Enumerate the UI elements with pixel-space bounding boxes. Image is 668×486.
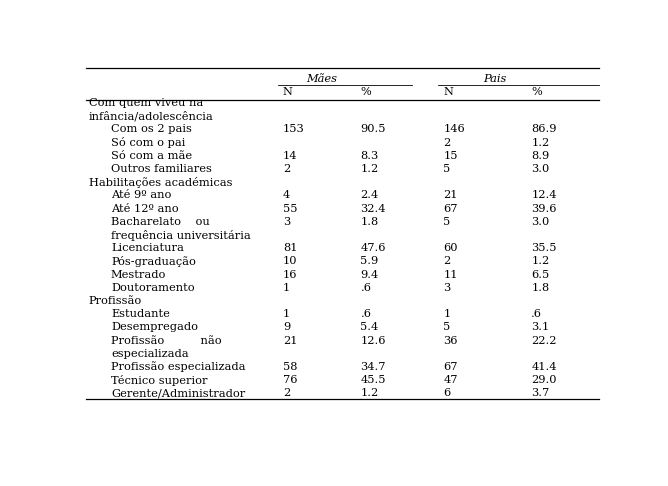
Text: 67: 67 (444, 362, 458, 372)
Text: 34.7: 34.7 (361, 362, 386, 372)
Text: 21: 21 (283, 336, 297, 346)
Text: 2: 2 (283, 164, 290, 174)
Text: Só com a mãe: Só com a mãe (111, 151, 192, 161)
Text: 60: 60 (444, 243, 458, 253)
Text: 8.3: 8.3 (361, 151, 379, 161)
Text: 2: 2 (444, 138, 450, 148)
Text: Mães: Mães (306, 74, 337, 84)
Text: 1.2: 1.2 (531, 138, 550, 148)
Text: 21: 21 (444, 191, 458, 200)
Text: 4: 4 (283, 191, 290, 200)
Text: Até 12º ano: Até 12º ano (111, 204, 178, 214)
Text: .6: .6 (361, 283, 371, 293)
Text: 6.5: 6.5 (531, 270, 550, 279)
Text: 36: 36 (444, 336, 458, 346)
Text: Profissão          não: Profissão não (111, 336, 222, 346)
Text: N: N (444, 87, 453, 97)
Text: 41.4: 41.4 (531, 362, 557, 372)
Text: 5.4: 5.4 (361, 322, 379, 332)
Text: 39.6: 39.6 (531, 204, 557, 214)
Text: 1.2: 1.2 (361, 388, 379, 399)
Text: 35.5: 35.5 (531, 243, 557, 253)
Text: frequência universitária: frequência universitária (111, 229, 250, 241)
Text: 3: 3 (283, 217, 290, 227)
Text: 32.4: 32.4 (361, 204, 386, 214)
Text: .6: .6 (531, 309, 542, 319)
Text: 47.6: 47.6 (361, 243, 386, 253)
Text: Profissão especializada: Profissão especializada (111, 362, 245, 372)
Text: 6: 6 (444, 388, 450, 399)
Text: Pós-graduação: Pós-graduação (111, 256, 196, 267)
Text: 16: 16 (283, 270, 297, 279)
Text: 3.7: 3.7 (531, 388, 550, 399)
Text: 1: 1 (283, 283, 290, 293)
Text: especializada: especializada (111, 349, 188, 359)
Text: Estudante: Estudante (111, 309, 170, 319)
Text: Habilitações académicas: Habilitações académicas (89, 177, 232, 188)
Text: 67: 67 (444, 204, 458, 214)
Text: 5: 5 (444, 322, 450, 332)
Text: Pais: Pais (484, 74, 507, 84)
Text: 1: 1 (444, 309, 450, 319)
Text: 1.8: 1.8 (361, 217, 379, 227)
Text: Só com o pai: Só com o pai (111, 137, 185, 148)
Text: 5: 5 (444, 164, 450, 174)
Text: Profissão: Profissão (89, 296, 142, 306)
Text: 47: 47 (444, 375, 458, 385)
Text: 3.0: 3.0 (531, 217, 550, 227)
Text: 12.4: 12.4 (531, 191, 557, 200)
Text: 14: 14 (283, 151, 297, 161)
Text: 15: 15 (444, 151, 458, 161)
Text: Técnico superior: Técnico superior (111, 375, 208, 386)
Text: 3: 3 (444, 283, 450, 293)
Text: 146: 146 (444, 124, 465, 135)
Text: 22.2: 22.2 (531, 336, 557, 346)
Text: 9.4: 9.4 (361, 270, 379, 279)
Text: 1.2: 1.2 (531, 257, 550, 266)
Text: Gerente/Administrador: Gerente/Administrador (111, 388, 245, 399)
Text: 2.4: 2.4 (361, 191, 379, 200)
Text: Até 9º ano: Até 9º ano (111, 191, 171, 200)
Text: 1.2: 1.2 (361, 164, 379, 174)
Text: Licenciatura: Licenciatura (111, 243, 184, 253)
Text: 1: 1 (283, 309, 290, 319)
Text: Bacharelato    ou: Bacharelato ou (111, 217, 210, 227)
Text: 29.0: 29.0 (531, 375, 557, 385)
Text: .6: .6 (361, 309, 371, 319)
Text: 90.5: 90.5 (361, 124, 386, 135)
Text: Doutoramento: Doutoramento (111, 283, 194, 293)
Text: Desempregado: Desempregado (111, 322, 198, 332)
Text: 12.6: 12.6 (361, 336, 386, 346)
Text: 1.8: 1.8 (531, 283, 550, 293)
Text: 5: 5 (444, 217, 450, 227)
Text: 153: 153 (283, 124, 305, 135)
Text: 11: 11 (444, 270, 458, 279)
Text: Com quem viveu na: Com quem viveu na (89, 98, 203, 108)
Text: 5.9: 5.9 (361, 257, 379, 266)
Text: 3.0: 3.0 (531, 164, 550, 174)
Text: Outros familiares: Outros familiares (111, 164, 212, 174)
Text: 58: 58 (283, 362, 297, 372)
Text: Mestrado: Mestrado (111, 270, 166, 279)
Text: 86.9: 86.9 (531, 124, 557, 135)
Text: 2: 2 (283, 388, 290, 399)
Text: 76: 76 (283, 375, 297, 385)
Text: 10: 10 (283, 257, 297, 266)
Text: 3.1: 3.1 (531, 322, 550, 332)
Text: %: % (361, 87, 371, 97)
Text: N: N (283, 87, 293, 97)
Text: 81: 81 (283, 243, 297, 253)
Text: 2: 2 (444, 257, 450, 266)
Text: 9: 9 (283, 322, 290, 332)
Text: infância/adolescência: infância/adolescência (89, 111, 214, 122)
Text: %: % (531, 87, 542, 97)
Text: 45.5: 45.5 (361, 375, 386, 385)
Text: 55: 55 (283, 204, 297, 214)
Text: 8.9: 8.9 (531, 151, 550, 161)
Text: Com os 2 pais: Com os 2 pais (111, 124, 192, 135)
